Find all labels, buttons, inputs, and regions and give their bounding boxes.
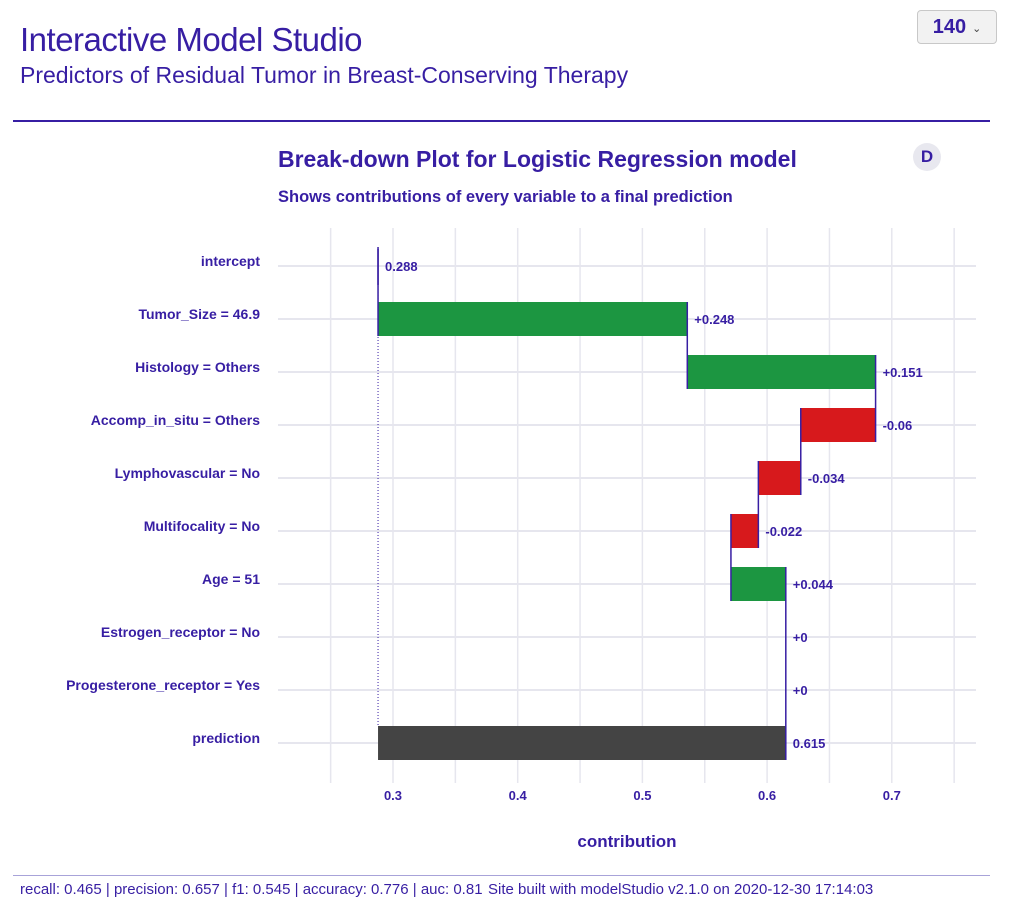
variable-label: Multifocality = No <box>144 518 260 534</box>
value-label: +0 <box>793 630 808 645</box>
negative-contribution-bar <box>758 461 801 495</box>
x-tick-label: 0.3 <box>384 788 402 803</box>
positive-contribution-bar <box>687 355 876 389</box>
chevron-down-icon: ⌄ <box>972 22 982 35</box>
value-label: -0.06 <box>883 418 913 433</box>
variable-label: Accomp_in_situ = Others <box>91 412 260 428</box>
value-label: +0.151 <box>883 365 923 380</box>
header-divider <box>13 120 990 122</box>
variable-label: Lymphovascular = No <box>115 465 260 481</box>
value-label: 0.615 <box>793 736 826 751</box>
variable-label: Progesterone_receptor = Yes <box>66 677 260 693</box>
observation-select[interactable]: 140 ⌄ <box>917 10 997 44</box>
variable-label: Estrogen_receptor = No <box>101 624 260 640</box>
x-tick-label: 0.6 <box>758 788 776 803</box>
footer-metrics: recall: 0.465 | precision: 0.657 | f1: 0… <box>20 881 483 898</box>
value-label: +0.248 <box>694 312 734 327</box>
value-label: +0.044 <box>793 577 834 592</box>
plot-title: Break-down Plot for Logistic Regression … <box>278 146 797 172</box>
x-tick-label: 0.7 <box>883 788 901 803</box>
negative-contribution-bar <box>730 514 759 548</box>
row-grid-layer <box>278 265 976 744</box>
bars-layer <box>377 247 877 760</box>
labels-layer: intercept 0.288 Tumor_Size = 46.9 +0.248 His… <box>66 253 923 751</box>
observation-select-value: 140 <box>932 15 967 38</box>
footer-divider <box>13 875 990 876</box>
variable-label: prediction <box>192 730 260 746</box>
prediction-bar <box>378 726 786 760</box>
positive-contribution-bar <box>378 302 688 336</box>
break-down-chart: intercept 0.288 Tumor_Size = 46.9 +0.248 His… <box>66 228 976 851</box>
positive-contribution-bar <box>730 567 786 601</box>
x-axis: 0.3 0.4 0.5 0.6 0.7 <box>384 788 901 803</box>
x-axis-title: contribution <box>577 832 676 851</box>
value-label: -0.022 <box>765 524 802 539</box>
x-tick-label: 0.4 <box>509 788 528 803</box>
app-title: Interactive Model Studio <box>20 21 363 58</box>
app-subtitle: Predictors of Residual Tumor in Breast-C… <box>20 62 629 88</box>
plot-subtitle: Shows contributions of every variable to… <box>278 188 733 206</box>
x-tick-label: 0.5 <box>633 788 651 803</box>
value-label: -0.034 <box>808 471 846 486</box>
variable-label: intercept <box>201 253 260 269</box>
variable-label: Histology = Others <box>135 359 260 375</box>
variable-label: Age = 51 <box>202 571 260 587</box>
variable-label: Tumor_Size = 46.9 <box>138 306 260 322</box>
value-label: +0 <box>793 683 808 698</box>
panel-explainer-badge[interactable]: D <box>913 143 941 171</box>
value-label: 0.288 <box>385 259 418 274</box>
negative-contribution-bar <box>800 408 876 442</box>
footer-credit: Site built with modelStudio v2.1.0 on 20… <box>488 881 874 898</box>
